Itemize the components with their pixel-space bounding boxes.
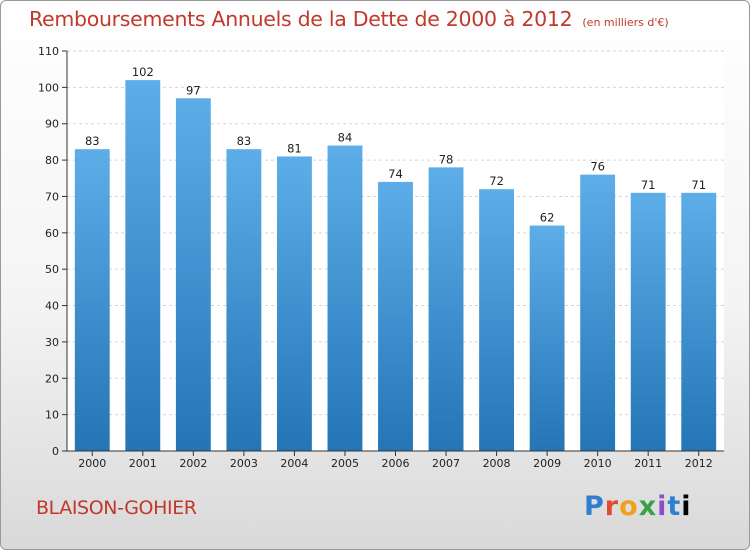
data-label: 71	[641, 178, 656, 192]
y-tick-label: 70	[45, 190, 59, 203]
data-label: 97	[186, 83, 201, 97]
y-tick-label: 30	[45, 336, 59, 349]
y-tick-label: 100	[38, 81, 59, 94]
x-tick-label: 2012	[685, 457, 713, 470]
y-tick-label: 0	[52, 445, 59, 458]
bar	[479, 189, 515, 451]
commune-name: BLAISON-GOHIER	[36, 497, 197, 519]
x-tick-label: 2010	[584, 457, 612, 470]
data-label: 83	[85, 134, 100, 148]
bar	[74, 149, 110, 451]
bar	[175, 98, 211, 451]
y-tick-label: 40	[45, 300, 59, 313]
axes	[62, 50, 724, 456]
chart-title: Remboursements Annuels de la Dette de 20…	[29, 7, 669, 31]
data-label: 76	[590, 160, 605, 174]
bars	[74, 80, 717, 452]
proxiti-logo: Proxiti	[584, 491, 692, 522]
bar	[580, 174, 616, 452]
data-label: 71	[691, 178, 706, 192]
y-tick-label: 80	[45, 154, 59, 167]
y-tick-label: 60	[45, 227, 59, 240]
bar	[226, 149, 262, 451]
data-label: 102	[132, 65, 154, 79]
data-label: 62	[540, 211, 555, 225]
y-tick-label: 90	[45, 118, 59, 131]
x-tick-label: 2009	[533, 457, 561, 470]
x-tick-label: 2007	[432, 457, 460, 470]
y-tick-label: 20	[45, 372, 59, 385]
bar	[428, 167, 464, 451]
bar	[681, 192, 717, 451]
bar	[125, 80, 161, 451]
bar	[276, 156, 312, 452]
x-tick-label: 2000	[78, 457, 106, 470]
x-tick-label: 2004	[280, 457, 308, 470]
x-tick-label: 2005	[331, 457, 359, 470]
data-label: 78	[439, 152, 454, 166]
title-unit: (en milliers d'€)	[582, 16, 669, 29]
x-tick-label: 2002	[179, 457, 207, 470]
data-label: 72	[489, 174, 504, 188]
y-tick-label: 10	[45, 409, 59, 422]
bar	[378, 181, 413, 451]
bar	[327, 145, 363, 451]
y-tick-label: 50	[45, 263, 59, 276]
labels: 0 10 20 30 40 50 60 70 80 90 100 110 83 2000 102 2001 97…	[38, 45, 713, 470]
x-tick-label: 2006	[382, 457, 410, 470]
x-tick-label: 2003	[230, 457, 258, 470]
data-label: 84	[338, 131, 353, 145]
bar	[630, 192, 666, 451]
title-main: Remboursements Annuels de la Dette de 20…	[29, 7, 573, 31]
data-label: 81	[287, 141, 302, 155]
data-label: 83	[237, 134, 252, 148]
y-tick-label: 110	[38, 45, 59, 58]
data-label: 74	[388, 167, 403, 181]
x-tick-label: 2008	[483, 457, 511, 470]
bar	[529, 225, 565, 451]
x-tick-label: 2001	[129, 457, 157, 470]
x-tick-label: 2011	[634, 457, 662, 470]
